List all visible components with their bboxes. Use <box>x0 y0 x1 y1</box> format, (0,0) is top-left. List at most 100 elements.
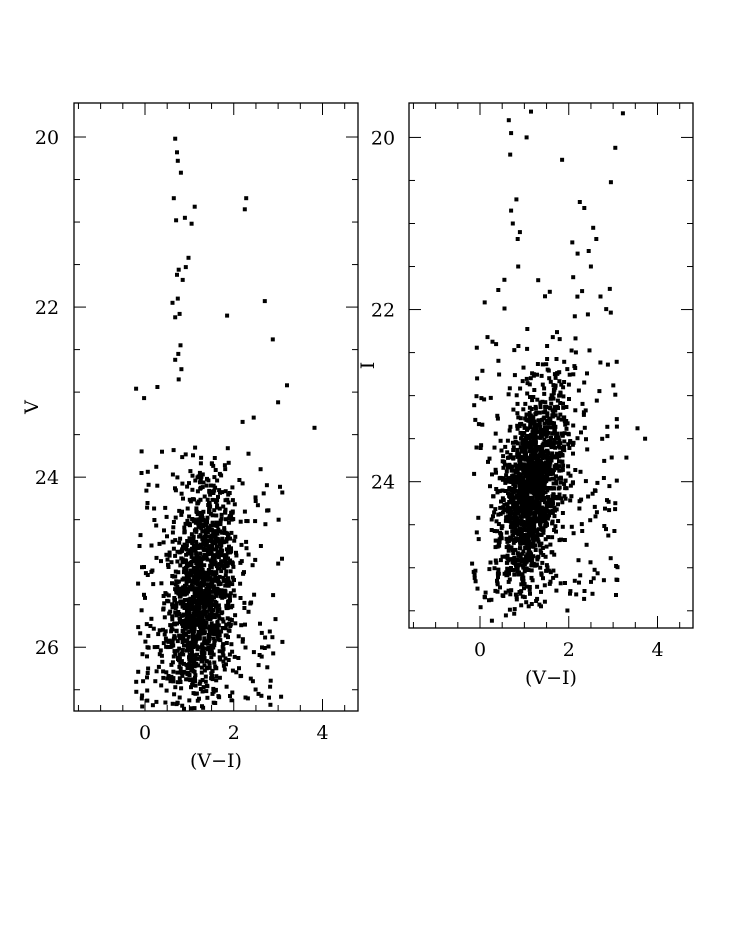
data-point <box>230 510 235 515</box>
data-point <box>535 596 540 601</box>
data-point <box>177 550 182 555</box>
data-point <box>194 581 199 586</box>
data-point <box>556 435 561 440</box>
data-point <box>586 249 591 253</box>
data-point <box>230 562 235 566</box>
data-point <box>554 479 559 484</box>
data-point <box>547 289 552 294</box>
data-point <box>205 557 210 562</box>
data-point <box>563 581 567 585</box>
data-point <box>207 612 212 617</box>
data-point <box>227 617 232 622</box>
data-point <box>240 637 245 642</box>
data-point <box>221 642 226 647</box>
data-point <box>560 453 565 458</box>
data-point <box>178 586 183 591</box>
data-point <box>160 659 165 664</box>
data-point <box>183 565 188 570</box>
data-point <box>496 575 500 580</box>
data-point <box>573 408 578 413</box>
data-point <box>515 493 519 498</box>
data-point <box>557 485 562 490</box>
data-point <box>199 670 204 675</box>
data-point <box>273 617 278 622</box>
data-point <box>555 404 560 409</box>
data-point <box>601 578 606 583</box>
data-point <box>524 584 529 589</box>
data-point <box>240 639 245 644</box>
data-point <box>224 604 229 609</box>
data-point <box>532 506 536 511</box>
data-point <box>524 435 529 440</box>
data-point <box>177 508 182 513</box>
data-point <box>524 600 529 605</box>
data-point <box>165 534 169 539</box>
data-point <box>476 537 481 542</box>
x-tick-label: 2 <box>228 722 240 744</box>
data-point <box>143 595 147 600</box>
data-point <box>200 571 205 576</box>
data-point <box>521 365 526 370</box>
data-point <box>558 581 563 586</box>
data-point <box>521 523 526 528</box>
data-point <box>173 652 178 657</box>
data-point <box>248 676 253 681</box>
data-point <box>205 515 210 520</box>
data-point <box>276 517 281 522</box>
data-point <box>503 590 508 595</box>
data-point <box>155 645 160 649</box>
data-point <box>211 613 216 617</box>
data-point <box>529 500 534 505</box>
data-point <box>553 431 557 436</box>
data-point <box>514 597 519 602</box>
data-point <box>513 547 518 552</box>
data-point <box>211 560 216 565</box>
data-point <box>178 343 183 348</box>
data-point <box>474 345 479 350</box>
data-point <box>552 552 557 557</box>
data-point <box>566 432 571 437</box>
data-point <box>201 685 206 690</box>
data-point <box>175 549 180 554</box>
data-point <box>612 529 617 533</box>
data-point <box>478 446 483 450</box>
data-point <box>203 679 208 684</box>
data-point <box>490 472 494 477</box>
data-point <box>189 554 194 559</box>
data-point <box>172 635 177 640</box>
data-point <box>534 502 538 507</box>
data-point <box>198 477 203 482</box>
data-point <box>173 357 178 362</box>
data-point <box>503 518 508 523</box>
data-point <box>215 537 220 542</box>
data-point <box>246 552 251 557</box>
data-point <box>501 454 506 459</box>
data-point <box>270 337 275 342</box>
data-point <box>215 544 219 549</box>
data-point <box>216 555 221 560</box>
data-point <box>226 599 231 604</box>
data-point <box>518 454 523 459</box>
data-point <box>196 645 201 650</box>
data-point <box>511 473 516 478</box>
data-point <box>535 362 540 366</box>
data-point <box>193 546 198 551</box>
data-point <box>521 533 526 537</box>
data-point <box>526 556 531 561</box>
data-point <box>495 581 500 586</box>
data-point <box>550 494 555 499</box>
data-point <box>489 517 494 522</box>
data-point <box>236 634 241 639</box>
data-point <box>534 479 539 484</box>
data-point <box>170 617 175 622</box>
data-point <box>571 372 576 377</box>
data-point <box>159 559 163 564</box>
data-point <box>207 594 212 599</box>
data-point <box>180 509 184 514</box>
data-point <box>524 455 529 460</box>
data-point <box>182 529 187 534</box>
data-point <box>203 620 208 625</box>
data-point <box>193 639 198 644</box>
data-point <box>542 386 547 391</box>
data-point <box>533 404 538 409</box>
